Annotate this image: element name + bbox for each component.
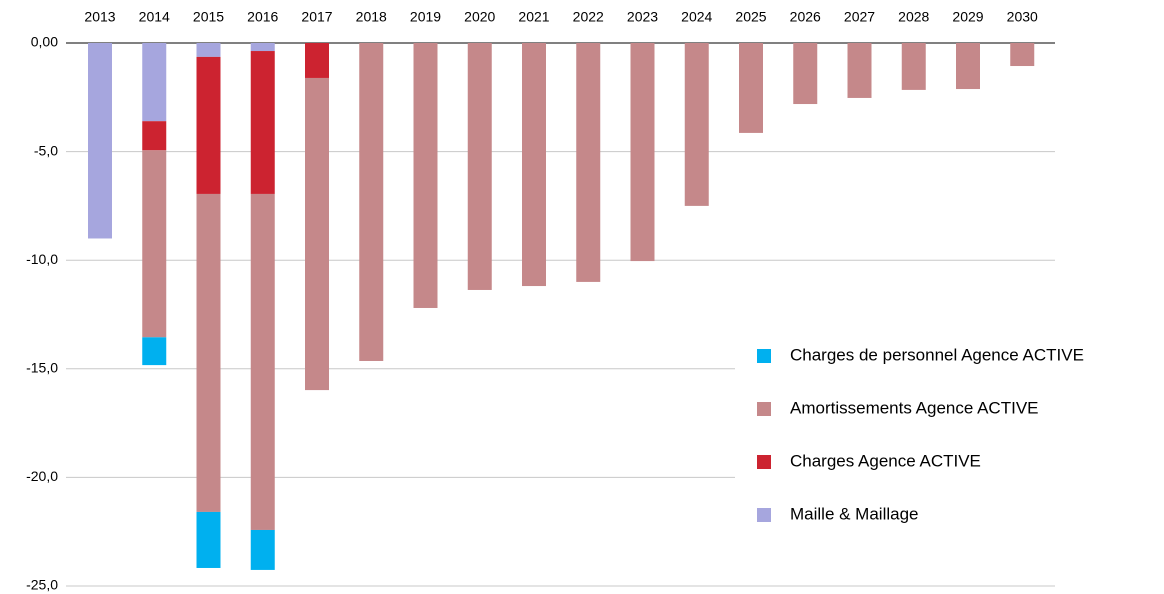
bar xyxy=(1010,43,1035,67)
bar xyxy=(196,511,221,568)
legend-swatch xyxy=(757,508,771,522)
x-tick-label: 2017 xyxy=(301,9,332,25)
bar xyxy=(142,121,167,151)
x-tick-label: 2023 xyxy=(627,9,658,25)
legend-swatch xyxy=(757,402,771,416)
x-tick-label: 2027 xyxy=(844,9,875,25)
bar xyxy=(142,337,167,366)
x-tick-label: 2014 xyxy=(139,9,170,25)
bar xyxy=(413,43,438,308)
x-tick-label: 2018 xyxy=(356,9,387,25)
bar xyxy=(142,150,167,338)
bar xyxy=(250,193,275,530)
legend-label: Maille & Maillage xyxy=(790,504,919,523)
bar xyxy=(250,51,275,194)
x-tick-label: 2013 xyxy=(84,9,115,25)
bar xyxy=(250,529,275,570)
y-tick-label: -15,0 xyxy=(26,360,58,376)
y-tick-label: 0,00 xyxy=(31,34,58,50)
bar xyxy=(901,43,926,90)
x-tick-label: 2015 xyxy=(193,9,224,25)
bar xyxy=(956,43,980,90)
legend-background xyxy=(735,330,1164,540)
x-tick-label: 2024 xyxy=(681,9,712,25)
x-tick-label: 2020 xyxy=(464,9,495,25)
y-tick-label: -20,0 xyxy=(26,468,58,484)
bar xyxy=(88,43,112,239)
bar xyxy=(522,43,546,287)
bar xyxy=(359,43,384,361)
x-tick-label: 2026 xyxy=(790,9,821,25)
bar xyxy=(196,193,221,512)
bar xyxy=(630,43,655,262)
bar xyxy=(305,43,329,78)
x-tick-label: 2019 xyxy=(410,9,441,25)
bar xyxy=(196,43,221,57)
bar xyxy=(684,43,709,206)
bar xyxy=(847,43,872,98)
y-tick-label: -10,0 xyxy=(26,251,58,267)
legend-label: Charges de personnel Agence ACTIVE xyxy=(790,345,1084,364)
legend-swatch xyxy=(757,349,771,363)
bar xyxy=(739,43,763,133)
bar xyxy=(196,56,221,194)
bar xyxy=(305,77,329,391)
y-tick-label: -5,0 xyxy=(34,142,58,158)
legend-label: Charges Agence ACTIVE xyxy=(790,451,981,470)
x-tick-label: 2030 xyxy=(1007,9,1038,25)
bar xyxy=(142,43,167,122)
x-tick-label: 2016 xyxy=(247,9,278,25)
legend-swatch xyxy=(757,455,771,469)
legend-label: Amortissements Agence ACTIVE xyxy=(790,398,1039,417)
bar xyxy=(576,43,601,282)
x-tick-label: 2022 xyxy=(573,9,604,25)
x-tick-label: 2025 xyxy=(735,9,766,25)
bar xyxy=(467,43,492,290)
x-tick-label: 2029 xyxy=(952,9,983,25)
x-tick-label: 2021 xyxy=(518,9,549,25)
bar xyxy=(793,43,818,105)
bar xyxy=(250,43,275,52)
y-tick-label: -25,0 xyxy=(26,577,58,593)
x-tick-label: 2028 xyxy=(898,9,929,25)
